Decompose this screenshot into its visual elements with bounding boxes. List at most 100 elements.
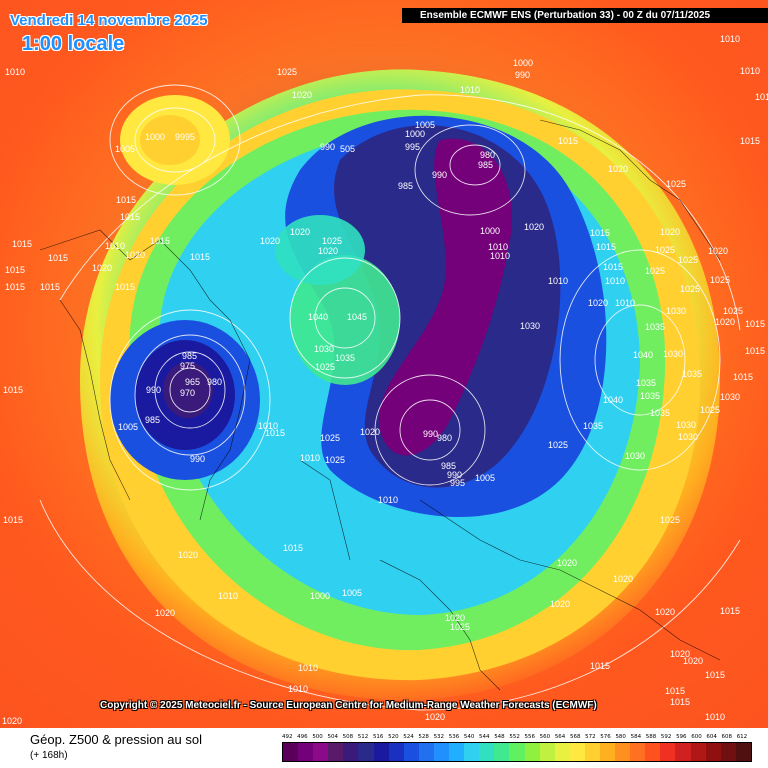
legend-swatch <box>539 743 555 761</box>
pressure-label: 1015 <box>745 346 765 356</box>
legend-ticks: 492 496 500 504 508 512 516 520 524 528 532 536 540 5… <box>282 734 752 742</box>
orange-band <box>0 0 768 728</box>
pressure-label: 1020 <box>425 712 445 722</box>
pressure-label: 1020 <box>2 716 22 726</box>
pressure-label: 990 <box>190 454 205 464</box>
pressure-label: 990 <box>515 70 530 80</box>
coastlines <box>39 119 721 691</box>
pressure-label: 1015 <box>558 136 578 146</box>
pressure-label: 1015 <box>603 262 623 272</box>
legend-tick-label: 504 <box>327 734 338 740</box>
pressure-label: 1020 <box>588 298 608 308</box>
legend-swatch <box>328 743 344 761</box>
legend-swatch <box>660 743 676 761</box>
legend-swatch <box>388 743 404 761</box>
geopotential-map: 1025 1020 1000 990 1010 1010 1010 1010 1010 1000 9… <box>0 0 768 728</box>
pressure-label: 995 <box>450 478 465 488</box>
pressure-label: 1000 <box>513 58 533 68</box>
pressure-label: 1020 <box>660 227 680 237</box>
pressure-label: 1010 <box>605 276 625 286</box>
pressure-label: 1010 <box>460 85 480 95</box>
pressure-label: 1010 <box>548 276 568 286</box>
pressure-label: 1025 <box>277 67 297 77</box>
pressure-label: 1010 <box>720 34 740 44</box>
local-time: 1:00 locale <box>22 33 125 55</box>
pressure-label: 1015 <box>48 253 68 263</box>
pressure-label: 1010 <box>298 663 318 673</box>
pressure-label: 1005 <box>118 422 138 432</box>
pressure-label: 1030 <box>678 432 698 442</box>
legend-bar <box>282 742 752 762</box>
pressure-label: 1025 <box>723 306 743 316</box>
legend-swatch <box>675 743 691 761</box>
pressure-label: 1040 <box>603 395 623 405</box>
pressure-label: 1025 <box>655 245 675 255</box>
pressure-label: 1030 <box>676 420 696 430</box>
legend-swatch <box>433 743 450 761</box>
pressure-label: 1030 <box>520 321 540 331</box>
pressure-label: 985 <box>145 415 160 425</box>
pressure-label: 1015 <box>670 697 690 707</box>
pressure-label: 1010 <box>740 66 760 76</box>
pressure-label: 1020 <box>550 599 570 609</box>
pressure-label: 1030 <box>314 344 334 354</box>
legend-swatch <box>524 743 540 761</box>
pressure-label: 1030 <box>720 392 740 402</box>
pressure-label: 1000 <box>145 132 165 142</box>
pressure-label: 1015 <box>705 670 725 680</box>
pressure-label: 1025 <box>325 455 345 465</box>
pressure-label: 965 <box>185 377 200 387</box>
pressure-label: 1015 <box>596 242 616 252</box>
legend-tick-label: 492 <box>282 734 293 740</box>
western-low-core <box>163 362 213 418</box>
pressure-label: 9995 <box>175 132 195 142</box>
pressure-label: 1025 <box>320 433 340 443</box>
pressure-label: 1015 <box>745 319 765 329</box>
legend-swatch <box>298 743 314 761</box>
pressure-label: 1025 <box>680 284 700 294</box>
pressure-label: 990 <box>320 142 335 152</box>
pressure-label: 1000 <box>310 591 330 601</box>
legend-tick-label: 528 <box>418 734 429 740</box>
copyright-notice: Copyright © 2025 Meteociel.fr - Source E… <box>100 700 597 711</box>
legend-tick-label: 500 <box>312 734 323 740</box>
pressure-label: 1010 <box>705 712 725 722</box>
pressure-label: 990 <box>447 470 462 480</box>
pressure-label: 1015 <box>150 236 170 246</box>
pressure-label: 1035 <box>335 353 355 363</box>
pressure-label: 1020 <box>683 656 703 666</box>
legend-tick-label: 496 <box>297 734 308 740</box>
legend-swatch <box>479 743 495 761</box>
pressure-label: 1015 <box>733 372 753 382</box>
legend-tick-label: 508 <box>342 734 354 740</box>
pressure-label: 1000 <box>405 129 425 139</box>
pressure-label: 1015 <box>40 282 60 292</box>
pressure-label: 1010 <box>490 251 510 261</box>
pressure-label: 1015 <box>740 136 760 146</box>
legend-tick-label: 540 <box>463 734 475 740</box>
pressure-label: 985 <box>441 461 456 471</box>
legend-swatch <box>690 743 706 761</box>
pressure-label: 1020 <box>92 263 112 273</box>
pressure-label: 1005 <box>342 588 362 598</box>
pressure-label: 1015 <box>3 515 23 525</box>
legend-swatch <box>630 743 646 761</box>
legend-swatch <box>313 743 329 761</box>
pressure-label: 1015 <box>115 282 135 292</box>
legend-tick-label: 512 <box>357 734 369 740</box>
pressure-label: 1025 <box>322 236 342 246</box>
legend-tick-label: 536 <box>448 734 460 740</box>
pressure-label: 1015 <box>265 428 285 438</box>
legend-tick-label: 612 <box>736 734 748 740</box>
pressure-label: 995 <box>405 142 420 152</box>
legend-tick-label: 516 <box>372 734 384 740</box>
legend-tick-label: 604 <box>706 734 717 740</box>
legend-swatch <box>509 743 525 761</box>
forecast-step: (+ 168h) <box>30 750 68 761</box>
legend-swatch <box>554 743 570 761</box>
legend-tick-label: 568 <box>569 734 581 740</box>
pressure-label: 1020 <box>292 90 312 100</box>
legend-tick-label: 548 <box>494 734 505 740</box>
pressure-label: 1000 <box>480 226 500 236</box>
